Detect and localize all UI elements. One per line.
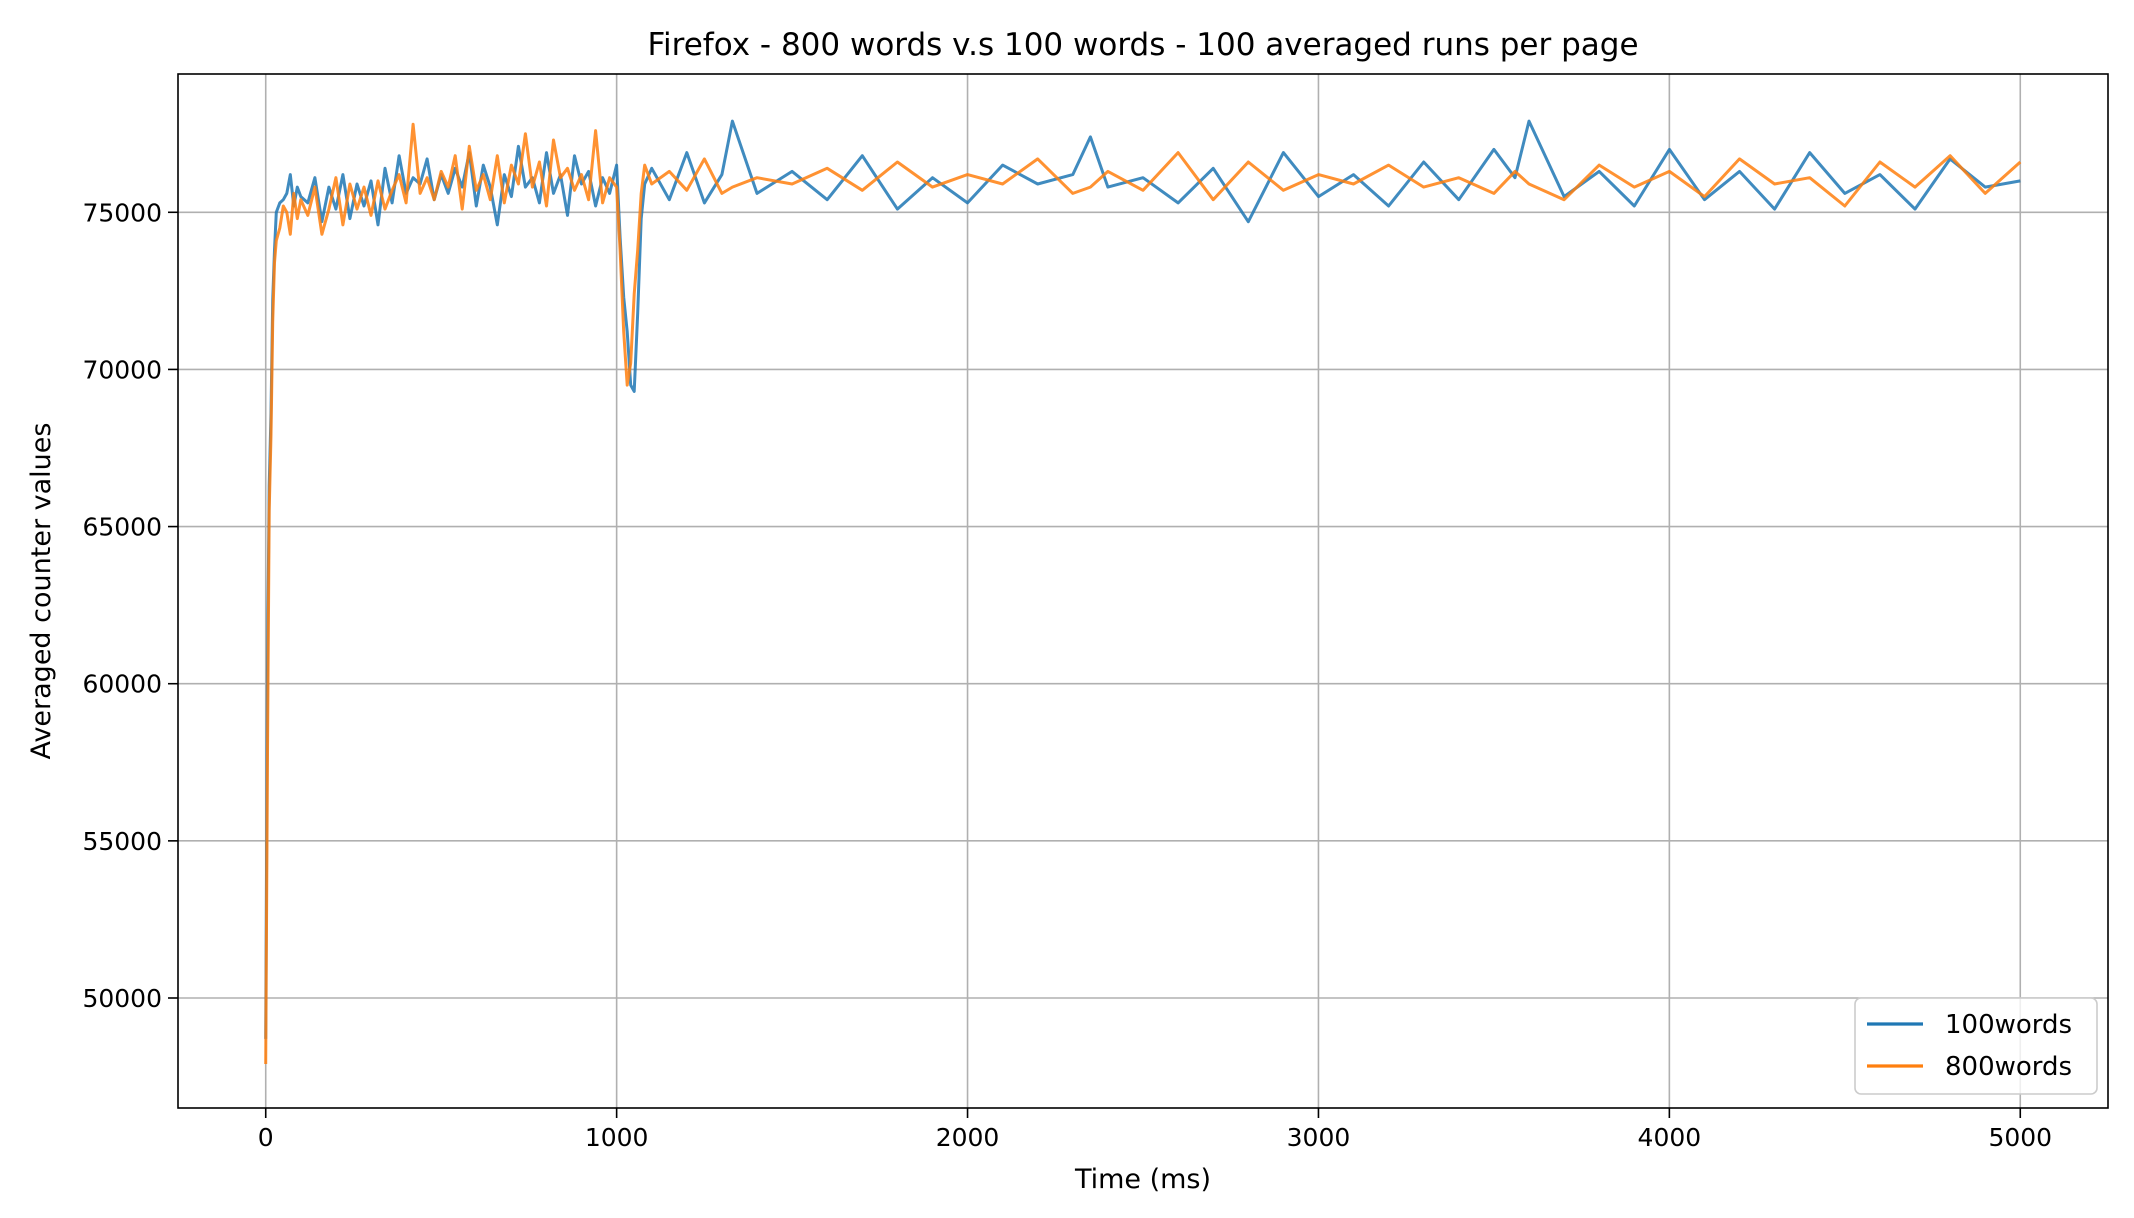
legend-label-800words: 800words	[1945, 1052, 2072, 1082]
legend: 100words 800words	[1854, 997, 2098, 1095]
x-axis-label: Time (ms)	[1074, 1164, 1211, 1195]
axis-ticks: 0 1000 2000 3000 4000 5000 50000 55000 60000 6500…	[82, 198, 2052, 1152]
chart-title: Firefox - 800 words v.s 100 words - 100 …	[647, 27, 1638, 63]
x-tick-label: 5000	[1988, 1123, 2052, 1152]
series-layer	[264, 119, 2022, 1065]
x-tick-label: 3000	[1287, 1123, 1351, 1152]
legend-box	[1854, 997, 2098, 1095]
plot-frame	[177, 73, 2109, 1109]
y-tick-label: 55000	[82, 827, 162, 856]
series-line-100words	[264, 119, 2021, 1039]
x-tick-label: 4000	[1638, 1123, 1702, 1152]
grid	[178, 74, 2108, 1108]
x-tick-label: 0	[258, 1123, 274, 1152]
y-tick-label: 50000	[82, 984, 162, 1013]
y-tick-label: 70000	[82, 355, 162, 384]
legend-label-100words: 100words	[1945, 1010, 2072, 1040]
y-axis-label: Averaged counter values	[26, 423, 57, 760]
y-tick-label: 60000	[82, 670, 162, 699]
y-tick-label: 65000	[82, 513, 162, 542]
x-tick-label: 2000	[936, 1123, 1000, 1152]
y-tick-label: 75000	[82, 198, 162, 227]
series-line-800words	[264, 122, 2022, 1065]
x-tick-label: 1000	[585, 1123, 649, 1152]
